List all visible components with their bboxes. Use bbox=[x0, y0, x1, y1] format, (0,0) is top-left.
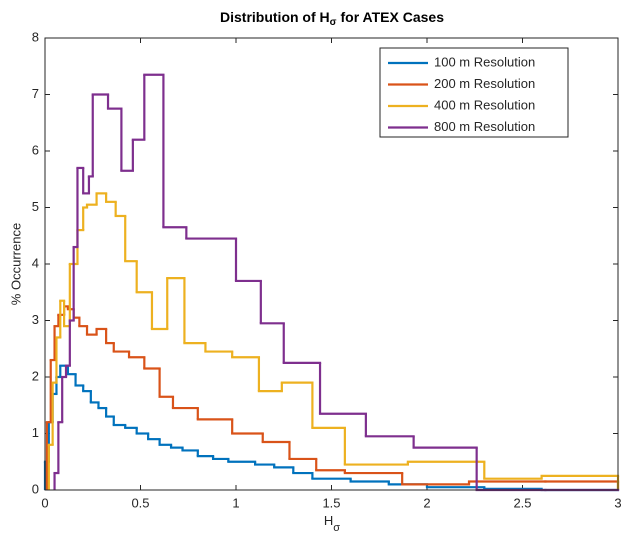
x-tick-label: 0 bbox=[41, 495, 48, 510]
title-rest: for ATEX Cases bbox=[341, 9, 445, 25]
y-tick-label: 8 bbox=[32, 29, 39, 44]
x-tick-label: 2.5 bbox=[513, 495, 531, 510]
y-tick-label: 5 bbox=[32, 199, 39, 214]
y-axis-label: % Occurrence bbox=[8, 223, 23, 305]
legend-label: 400 m Resolution bbox=[434, 97, 535, 112]
title-main: Distribution of H bbox=[220, 9, 330, 25]
series bbox=[53, 73, 620, 492]
plot-frame bbox=[44, 37, 619, 491]
x-tick-label: 1.5 bbox=[322, 495, 340, 510]
x-tick-label: 1 bbox=[232, 495, 239, 510]
x-tick-label: 3 bbox=[614, 495, 621, 510]
x-axis-label: Hσ bbox=[324, 513, 340, 533]
x-tick-label: 0.5 bbox=[131, 495, 149, 510]
y-tick-label: 7 bbox=[32, 86, 39, 101]
xlabel-main: H bbox=[324, 513, 333, 528]
y-tick-label: 0 bbox=[32, 481, 39, 496]
chart-title: Distribution of Hσ for ATEX Cases bbox=[220, 9, 444, 28]
x-tick-label: 2 bbox=[423, 495, 430, 510]
y-tick-label: 3 bbox=[32, 312, 39, 327]
series bbox=[47, 192, 620, 490]
legend-label: 200 m Resolution bbox=[434, 76, 535, 91]
legend-label: 100 m Resolution bbox=[434, 54, 535, 69]
series bbox=[45, 305, 620, 490]
xlabel-sub: σ bbox=[333, 522, 340, 534]
y-tick-label: 6 bbox=[32, 142, 39, 157]
y-tick-label: 1 bbox=[32, 425, 39, 440]
y-tick-label: 4 bbox=[32, 255, 39, 270]
y-tick-label: 2 bbox=[32, 368, 39, 383]
legend-label: 800 m Resolution bbox=[434, 119, 535, 134]
title-sub: σ bbox=[330, 17, 337, 28]
